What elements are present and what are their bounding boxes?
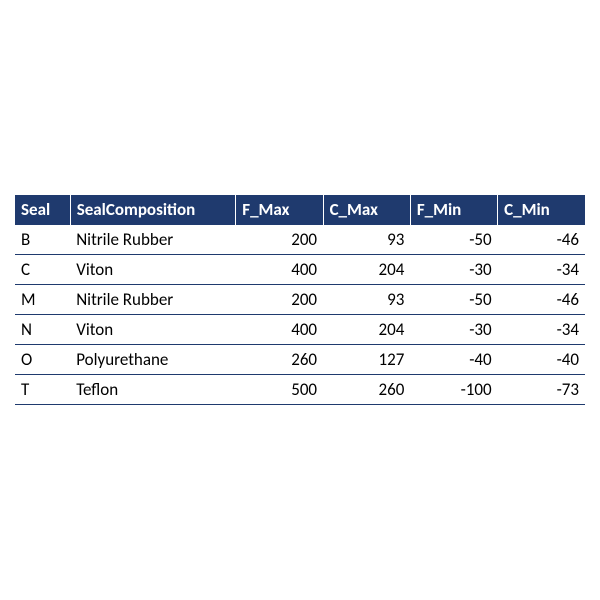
seal-table: Seal SealComposition F_Max C_Max F_Min C…: [15, 195, 585, 405]
col-cmin: C_Min: [498, 195, 585, 225]
table-row: M Nitrile Rubber 200 93 -50 -46: [15, 285, 585, 315]
cell-cmax: 204: [323, 255, 410, 285]
cell-fmin: -30: [410, 315, 497, 345]
cell-cmax: 127: [323, 345, 410, 375]
table-row: C Viton 400 204 -30 -34: [15, 255, 585, 285]
header-row: Seal SealComposition F_Max C_Max F_Min C…: [15, 195, 585, 225]
col-comp: SealComposition: [70, 195, 236, 225]
cell-cmin: -73: [498, 375, 585, 405]
table-row: T Teflon 500 260 -100 -73: [15, 375, 585, 405]
table-row: N Viton 400 204 -30 -34: [15, 315, 585, 345]
col-fmax: F_Max: [236, 195, 323, 225]
cell-fmin: -50: [410, 285, 497, 315]
cell-comp: Viton: [70, 315, 236, 345]
table-row: O Polyurethane 260 127 -40 -40: [15, 345, 585, 375]
cell-fmax: 260: [236, 345, 323, 375]
cell-comp: Nitrile Rubber: [70, 285, 236, 315]
cell-cmax: 204: [323, 315, 410, 345]
cell-fmax: 400: [236, 315, 323, 345]
cell-fmin: -50: [410, 225, 497, 255]
cell-cmin: -40: [498, 345, 585, 375]
table-row: B Nitrile Rubber 200 93 -50 -46: [15, 225, 585, 255]
cell-fmin: -40: [410, 345, 497, 375]
table-container: Seal SealComposition F_Max C_Max F_Min C…: [15, 195, 585, 405]
cell-fmin: -100: [410, 375, 497, 405]
cell-cmin: -46: [498, 225, 585, 255]
col-fmin: F_Min: [410, 195, 497, 225]
cell-seal: O: [15, 345, 70, 375]
cell-comp: Teflon: [70, 375, 236, 405]
cell-seal: C: [15, 255, 70, 285]
cell-seal: N: [15, 315, 70, 345]
cell-fmax: 200: [236, 225, 323, 255]
cell-fmax: 500: [236, 375, 323, 405]
col-seal: Seal: [15, 195, 70, 225]
cell-comp: Nitrile Rubber: [70, 225, 236, 255]
cell-cmin: -46: [498, 285, 585, 315]
cell-comp: Viton: [70, 255, 236, 285]
cell-cmax: 93: [323, 285, 410, 315]
cell-fmax: 400: [236, 255, 323, 285]
cell-cmin: -34: [498, 315, 585, 345]
cell-fmin: -30: [410, 255, 497, 285]
cell-comp: Polyurethane: [70, 345, 236, 375]
cell-cmin: -34: [498, 255, 585, 285]
cell-seal: M: [15, 285, 70, 315]
cell-cmax: 260: [323, 375, 410, 405]
col-cmax: C_Max: [323, 195, 410, 225]
cell-seal: B: [15, 225, 70, 255]
cell-cmax: 93: [323, 225, 410, 255]
cell-fmax: 200: [236, 285, 323, 315]
cell-seal: T: [15, 375, 70, 405]
